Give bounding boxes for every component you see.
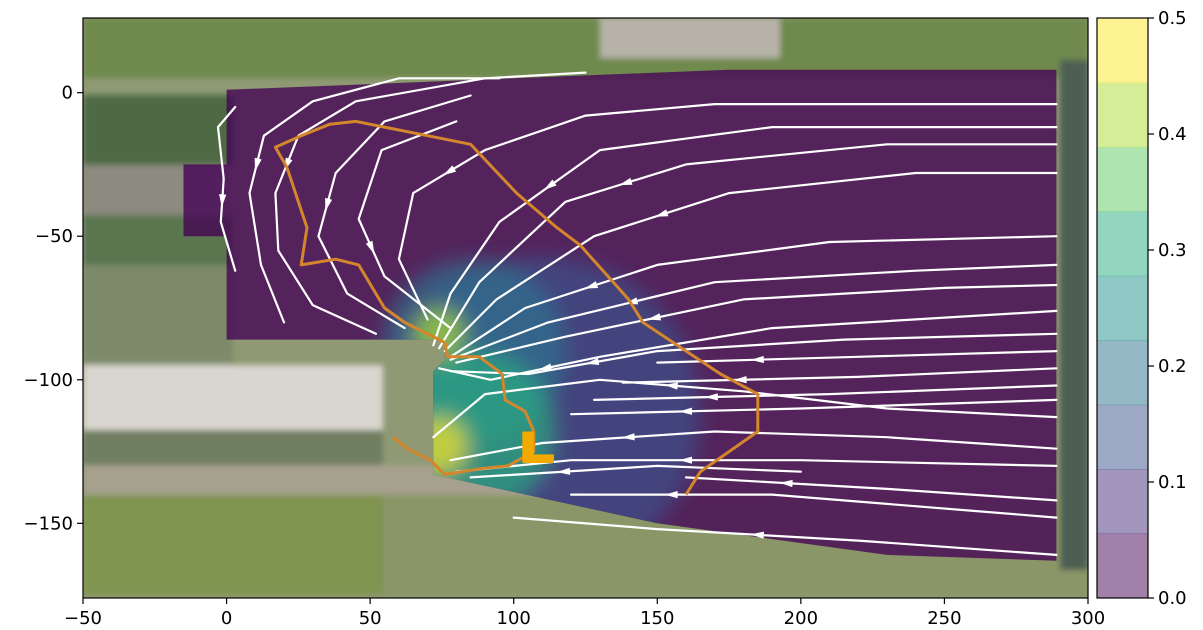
y-tick-label-1: −50 <box>35 226 73 247</box>
x-tick-label-5: 200 <box>784 608 818 629</box>
streamline-arrow-22 <box>779 479 793 488</box>
x-tick-label-7: 300 <box>1071 608 1105 629</box>
streamline-arrow-3 <box>325 197 333 212</box>
colorbar-frame <box>1096 17 1149 599</box>
x-tick-label-3: 100 <box>497 608 531 629</box>
streamlines <box>216 71 1058 557</box>
streamline-12 <box>438 309 1058 381</box>
streamline-21 <box>469 464 803 479</box>
colorbar-band-1 <box>1097 469 1148 535</box>
colorbar-band-2 <box>1097 404 1148 470</box>
streamline-10 <box>449 263 1058 361</box>
colorbar-band-0 <box>1097 533 1148 599</box>
ship-marker <box>522 431 554 463</box>
streamline-arrow-21 <box>556 467 571 475</box>
x-tick-label-6: 250 <box>927 608 961 629</box>
streamline-1 <box>248 77 501 324</box>
streamline-9 <box>449 235 1058 358</box>
streamline-15 <box>621 367 1058 384</box>
y-axis: 0 −50 −100 −150 <box>24 83 83 534</box>
streamline-arrow-18 <box>664 382 678 390</box>
y-tick-label-2: −100 <box>24 370 73 391</box>
colorbar-tick-label-5: 0.5 <box>1158 8 1187 29</box>
streamline-arrow-8 <box>654 209 669 217</box>
streamline-0 <box>216 105 237 272</box>
streamline-arrow-12 <box>538 363 552 371</box>
x-axis: −50 0 50 100 150 200 250 300 <box>64 598 1105 629</box>
streamline-arrow-14 <box>750 355 764 364</box>
colorbar-band-4 <box>1097 275 1148 341</box>
x-tick-label-0: −50 <box>64 608 102 629</box>
colorbar-tick-label-4: 0.4 <box>1158 124 1187 145</box>
y-tick-label-0: 0 <box>62 83 73 104</box>
x-tick-label-2: 50 <box>359 608 382 629</box>
streamline-23 <box>569 493 1058 519</box>
streamline-11 <box>455 283 1058 364</box>
streamline-19 <box>449 430 1058 462</box>
streamline-17 <box>569 398 1058 416</box>
x-tick-label-1: 0 <box>221 608 232 629</box>
colorbar-band-8 <box>1097 18 1148 83</box>
colorbar-tick-label-3: 0.3 <box>1158 240 1187 261</box>
colorbar-band-3 <box>1097 340 1148 406</box>
plot-frame <box>82 17 1089 599</box>
streamline-arrow-20 <box>679 456 692 464</box>
x-tick-label-4: 150 <box>640 608 674 629</box>
streamline-arrow-0 <box>219 194 227 208</box>
streamline-arrow-15 <box>733 376 747 384</box>
streamline-5 <box>397 102 1058 321</box>
colorbar-band-6 <box>1097 146 1148 212</box>
streamline-arrow-6 <box>543 179 557 191</box>
streamline-arrow-9 <box>584 281 599 289</box>
streamline-arrow-1 <box>254 157 262 172</box>
colorbar-tick-label-0: 0.0 <box>1158 588 1187 609</box>
colorbar-band-7 <box>1097 82 1148 148</box>
colorbar: 0.0 0.1 0.2 0.3 0.4 0.5 <box>1096 8 1187 609</box>
streamline-arrow-4 <box>365 240 375 255</box>
streamline-arrow-16 <box>704 393 718 401</box>
y-tick-label-3: −150 <box>24 513 73 534</box>
streamline-arrow-10 <box>624 297 639 305</box>
streamline-arrow-24 <box>750 531 764 539</box>
streamline-arrow-17 <box>679 407 693 415</box>
streamline-arrow-7 <box>619 177 633 186</box>
streamline-14 <box>656 350 1058 364</box>
streamline-16 <box>592 384 1058 401</box>
colorbar-band-5 <box>1097 211 1148 277</box>
colorbar-tick-label-1: 0.1 <box>1158 472 1187 493</box>
streamline-arrow-23 <box>664 491 678 499</box>
streamline-arrow-5 <box>443 165 457 176</box>
streamline-arrow-11 <box>647 313 662 321</box>
streamline-4 <box>357 120 458 330</box>
streamline-arrow-13 <box>585 357 600 366</box>
streamline-22 <box>684 476 1058 502</box>
colorbar-tick-label-2: 0.2 <box>1158 356 1187 377</box>
streamline-arrow-19 <box>621 433 635 441</box>
